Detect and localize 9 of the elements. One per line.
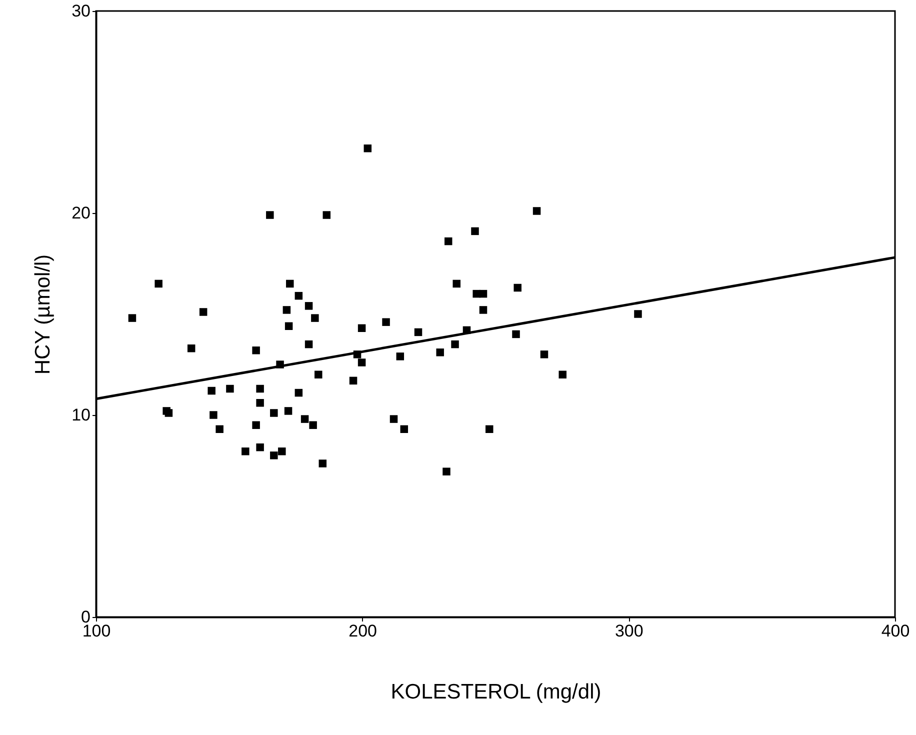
y-tick-label: 20 xyxy=(72,204,90,222)
y-axis-title: HCY (µmol/l) xyxy=(32,254,55,375)
y-tick-label: 10 xyxy=(72,406,90,424)
x-tick-label: 300 xyxy=(614,622,644,640)
x-tick-label: 100 xyxy=(82,622,111,640)
x-axis-title: KOLESTEROL (mg/dl) xyxy=(390,680,602,704)
x-tick-label: 400 xyxy=(881,622,910,640)
y-tick-label: 30 xyxy=(72,2,90,20)
x-tick-label: 200 xyxy=(348,622,378,640)
